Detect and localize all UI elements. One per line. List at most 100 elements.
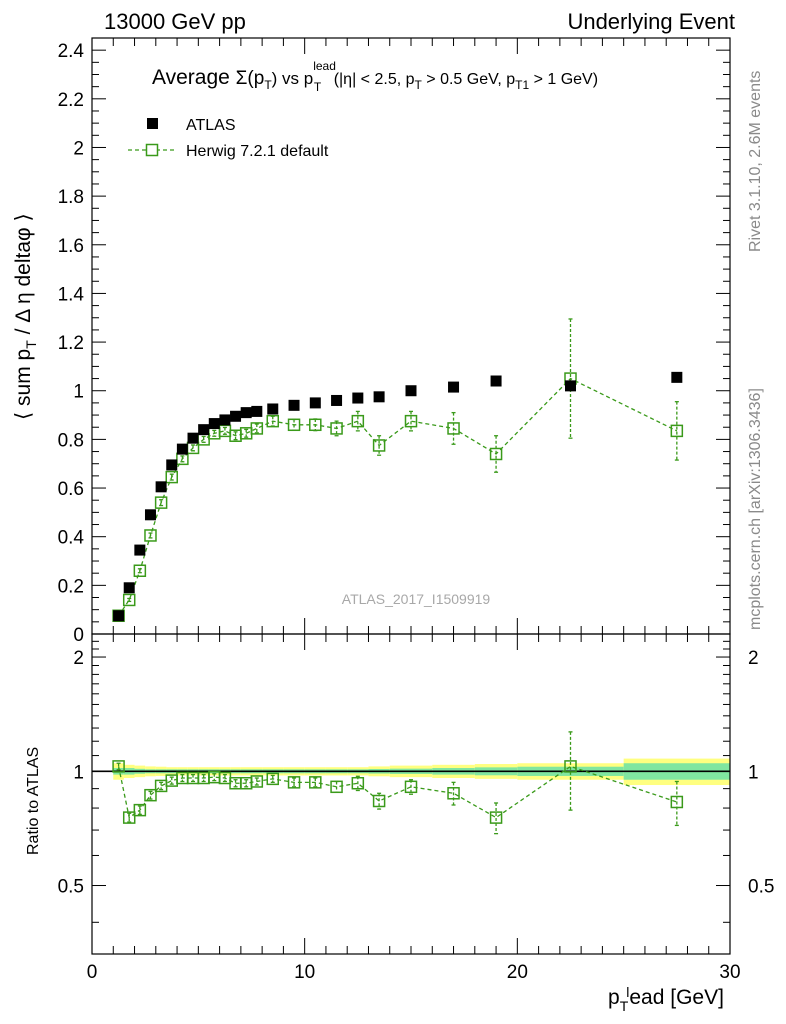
main-y-tick-label: 0.4 — [58, 528, 85, 549]
main-y-tick-label: 1.4 — [58, 284, 85, 305]
title-part-7: (|η| < 2.5, p — [329, 71, 414, 88]
atlas-main-series — [113, 371, 683, 622]
main-axis-ticks — [91, 37, 731, 635]
herwig-main-point — [144, 529, 157, 542]
atlas-main-point — [166, 459, 178, 471]
atlas-main-point — [251, 405, 263, 417]
atlas-main-point — [155, 481, 167, 493]
herwig-main-point — [447, 422, 460, 435]
herwig-ratio-point — [144, 788, 157, 802]
herwig-main-line — [118, 377, 678, 617]
atlas-main-point — [208, 418, 220, 430]
atlas-main-point — [331, 394, 343, 406]
legend-atlas-marker — [147, 118, 158, 129]
atlas-main-point — [352, 392, 364, 404]
atlas-main-point — [288, 399, 300, 411]
ylabel-part-b: T — [23, 340, 39, 349]
xlabel-part-d: ead [GeV] — [629, 986, 724, 1009]
legend: ATLAS Herwig 7.2.1 default — [128, 117, 329, 160]
ratio-y-tick-label: 1 — [73, 762, 84, 783]
title-part-1: Average — [152, 66, 236, 89]
title-part-6: T — [314, 80, 322, 94]
main-y-tick-labels: 0 0.2 0.4 0.6 0.8 1 1.2 1.4 1.6 1.8 2 2.2 2.4 — [58, 41, 85, 646]
herwig-ratio-point — [447, 787, 460, 800]
herwig-main-point — [372, 439, 386, 452]
x-tick-label: 20 — [507, 962, 528, 983]
herwig-main-point — [154, 496, 168, 509]
atlas-main-point — [267, 403, 279, 415]
atlas-main-point — [134, 544, 146, 556]
ratio-y-tick-label: 0.5 — [58, 877, 84, 898]
title-part-11: > 1 GeV) — [529, 71, 598, 88]
main-y-tick-label: 0.2 — [58, 576, 84, 597]
herwig-main-point — [489, 447, 503, 461]
atlas-main-point — [230, 410, 242, 422]
header-energy-label: 13000 GeV pp — [104, 9, 246, 34]
x-tick-label: 0 — [87, 962, 98, 983]
title-part-9: > 0.5 GeV, p — [422, 71, 515, 88]
atlas-main-point — [240, 407, 252, 419]
atlas-main-point — [219, 414, 231, 426]
main-y-tick-label: 0 — [73, 625, 84, 646]
herwig-ratio-point — [112, 760, 125, 773]
xlabel-part-b: T — [620, 998, 629, 1014]
mcplots-credit-label: mcplots.cern.ch [arXiv:1306.3436] — [747, 388, 764, 630]
legend-herwig-label: Herwig 7.2.1 default — [186, 143, 329, 160]
ratio-panel: 0.5 0.5 1 1 2 2 0 10 20 30 Ratio to ATLAS pTlead… — [25, 633, 775, 1014]
title-part-4: ) vs p — [272, 69, 314, 88]
atlas-main-point — [373, 391, 385, 403]
main-y-tick-label: 2.2 — [58, 90, 84, 111]
herwig-ratio-point — [404, 780, 418, 794]
header-process-label: Underlying Event — [567, 9, 735, 34]
herwig-main-point — [404, 414, 418, 428]
herwig-main-point — [330, 422, 343, 435]
atlas-main-point — [309, 397, 321, 409]
ratio-y-tick-label-right: 2 — [748, 648, 759, 669]
herwig-ratio-point — [122, 811, 136, 824]
ratio-y-tick-labels: 0.5 0.5 1 1 2 2 — [58, 648, 775, 897]
main-y-axis-label: ⟨ sum pT / Δ η deltaφ ⟩ — [12, 213, 39, 420]
main-panel: 0 0.2 0.4 0.6 0.8 1 1.2 1.4 1.6 1.8 2 2.2 2.4 Averag… — [12, 37, 731, 646]
main-y-tick-label: 0.8 — [58, 430, 84, 451]
herwig-main-point — [165, 470, 178, 484]
herwig-main-point — [670, 424, 684, 438]
herwig-ratio-point — [287, 776, 301, 789]
herwig-main-point — [250, 422, 264, 435]
title-part-2: Σ(p — [236, 68, 265, 89]
atlas-main-point — [490, 375, 502, 387]
herwig-ratio-point — [309, 776, 322, 789]
herwig-main-point — [133, 564, 147, 578]
atlas-main-point — [198, 424, 210, 436]
legend-herwig-marker — [145, 143, 159, 157]
main-y-tick-label: 1.8 — [58, 187, 84, 208]
x-tick-label: 10 — [294, 962, 315, 983]
ylabel-part-c: / Δ η deltaφ ⟩ — [12, 213, 35, 340]
x-tick-labels: 0 10 20 30 — [87, 962, 741, 983]
main-y-tick-label: 1.2 — [58, 333, 84, 354]
ratio-y-tick-label: 2 — [73, 648, 84, 669]
herwig-ratio-point — [670, 795, 684, 809]
herwig-main-point — [122, 593, 136, 607]
x-tick-label: 30 — [719, 962, 740, 983]
atlas-main-point — [565, 380, 576, 392]
plot-title: Average Σ(pT) vs plead T (|η| < 2.5, pT >… — [152, 59, 598, 94]
legend-atlas-label: ATLAS — [186, 117, 236, 134]
herwig-ratio-line — [117, 765, 678, 819]
ratio-axis-ticks — [91, 634, 731, 954]
main-y-tick-label: 1 — [73, 382, 84, 403]
herwig-ratio-point — [564, 760, 577, 773]
title-part-5: lead — [313, 59, 336, 73]
herwig-ratio-series — [112, 731, 684, 835]
atlas-main-point — [176, 443, 188, 455]
title-part-8: T — [415, 78, 423, 92]
herwig-ratio-point — [266, 772, 280, 786]
main-y-tick-label: 2.4 — [58, 41, 85, 62]
xlabel-part-a: p — [608, 986, 620, 1009]
herwig-ratio-point — [351, 776, 365, 790]
herwig-main-series — [112, 318, 684, 623]
main-y-tick-label: 2 — [73, 138, 84, 159]
main-y-tick-label: 0.6 — [58, 479, 84, 500]
herwig-main-point — [309, 418, 322, 432]
herwig-ratio-point — [372, 794, 386, 808]
